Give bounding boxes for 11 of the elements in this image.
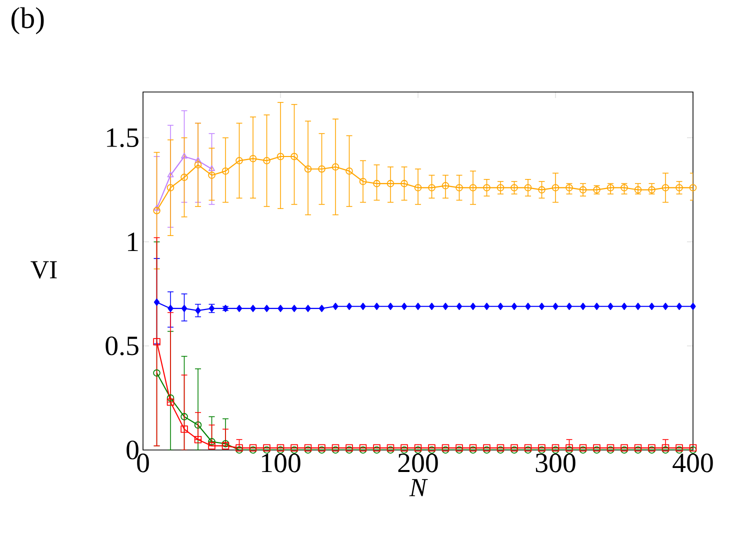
y-tick-label: 1	[128, 232, 138, 252]
chart-title: (b)	[12, 7, 44, 34]
x-tick-label: 200	[398, 454, 438, 472]
y-axis-title: VI	[30, 261, 57, 279]
y-tick-label: 0.5	[106, 336, 138, 356]
x-tick-label: 400	[672, 454, 713, 472]
x-tick-label: 100	[262, 454, 300, 472]
x-axis-title: N	[409, 479, 428, 496]
x-tick-label: 300	[536, 454, 576, 472]
y-tick-label: 0	[126, 440, 138, 460]
y-tick-label: 1.5	[107, 128, 138, 148]
